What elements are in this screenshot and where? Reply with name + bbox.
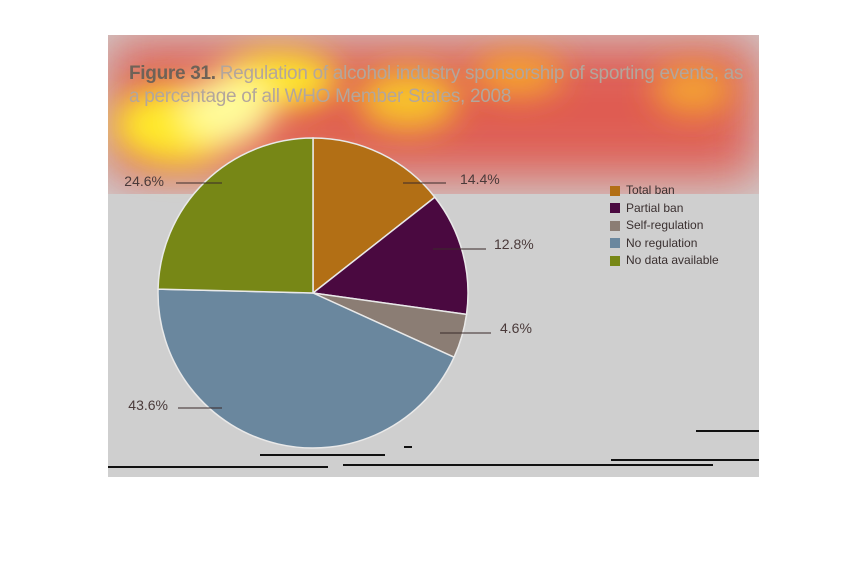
rule-line — [696, 430, 759, 432]
pie-slice-partial-ban — [311, 196, 469, 316]
legend-item: No regulation — [610, 235, 719, 253]
legend-label: No regulation — [626, 235, 698, 250]
legend: Total ban Partial ban Self-regulation No re… — [610, 182, 719, 270]
rule-line — [108, 466, 328, 468]
rule-line — [611, 459, 759, 461]
legend-swatch — [610, 185, 620, 196]
data-label: 12.8% — [494, 236, 534, 252]
rule-line — [404, 446, 412, 448]
legend-item: Self-regulation — [610, 217, 719, 235]
rule-line — [343, 464, 713, 466]
pie-slice-no-data-available — [157, 137, 314, 294]
data-label: 24.6% — [124, 173, 164, 189]
legend-swatch — [610, 203, 620, 214]
legend-label: Self-regulation — [626, 218, 704, 232]
legend-item: Total ban — [610, 182, 719, 200]
legend-item: Partial ban — [610, 200, 719, 218]
figure-number: Figure 31. — [129, 63, 216, 84]
pie-slice-no-regulation — [157, 288, 456, 449]
chart-panel: Figure 31. Regulation of alcohol industry… — [108, 35, 759, 477]
legend-swatch — [610, 255, 620, 266]
pie-slice-total-ban — [312, 137, 436, 295]
data-label: 14.4% — [460, 171, 500, 187]
rule-line — [260, 454, 385, 456]
chart-title: Figure 31. Regulation of alcohol industry… — [129, 62, 749, 108]
legend-swatch — [610, 220, 620, 231]
figure-caption: Regulation of alcohol industry sponsorsh… — [129, 63, 744, 107]
legend-label: Total ban — [626, 183, 675, 197]
legend-swatch — [610, 238, 620, 249]
pie-chart: 14.4% 12.8% 4.6% 43.6% 24.6% — [124, 137, 534, 449]
legend-label: Partial ban — [626, 200, 684, 215]
data-label: 4.6% — [500, 320, 532, 336]
data-label: 43.6% — [128, 397, 168, 413]
legend-item: No data available — [610, 252, 719, 270]
legend-label: No data available — [626, 253, 719, 267]
